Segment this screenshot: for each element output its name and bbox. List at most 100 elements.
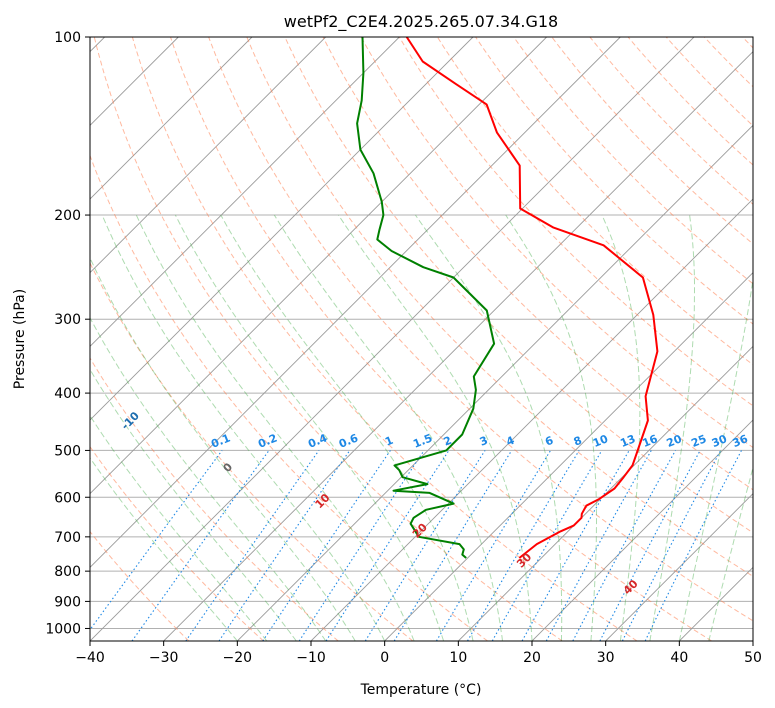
moist-adiabat <box>90 414 268 641</box>
moist-adiabat-lines <box>90 214 753 641</box>
moist-adiabat <box>273 214 503 641</box>
isotherm-line <box>90 37 695 641</box>
moist-adiabat <box>337 214 533 641</box>
x-tick-label: 30 <box>597 650 615 666</box>
y-tick-label: 700 <box>54 530 81 546</box>
mixing-ratio-line <box>325 450 450 641</box>
isotherm-line <box>90 37 621 568</box>
moist-adiabat <box>220 214 474 641</box>
dry-adiabat <box>208 37 753 622</box>
x-tick-label: −20 <box>223 650 253 666</box>
mixing-ratio-label: 30 <box>710 432 729 450</box>
mixing-ratio-line <box>621 450 722 641</box>
x-tick-label: 50 <box>744 650 762 666</box>
mixing-ratio-label: 2 <box>442 434 454 449</box>
x-tick-label: −40 <box>75 650 105 666</box>
dry-adiabat-label: -10 <box>119 409 142 432</box>
mixing-ratio-label: 1 <box>383 434 395 449</box>
dry-adiabat-lines <box>90 37 753 641</box>
dry-adiabat <box>665 37 753 127</box>
dry-adiabat <box>90 530 190 641</box>
y-tick-label: 500 <box>54 443 81 459</box>
mixing-ratio-line <box>572 450 676 641</box>
mixing-ratio-label: 0.4 <box>306 431 329 450</box>
isotherm-line <box>531 419 753 641</box>
y-axis-label: Pressure (hPa) <box>12 289 28 389</box>
dry-adiabat <box>360 37 753 449</box>
plot-frame <box>89 36 754 642</box>
dry-adiabat-label: 0 <box>221 460 236 475</box>
mixing-ratio-label: 25 <box>689 432 708 450</box>
moist-adiabat <box>649 214 695 641</box>
mixing-ratio-line <box>644 450 742 641</box>
x-tick-label: −10 <box>296 650 326 666</box>
mixing-ratio-line <box>218 450 351 641</box>
mixing-ratio-label: 16 <box>640 432 659 450</box>
moist-adiabat <box>174 214 445 641</box>
dry-adiabat <box>90 261 414 641</box>
moist-adiabat <box>678 276 753 641</box>
dry-adiabat <box>90 445 264 641</box>
x-tick-label: 10 <box>449 650 467 666</box>
moist-adiabat <box>90 316 327 641</box>
mixing-ratio-line <box>185 450 320 641</box>
isotherm-line <box>752 640 753 641</box>
isotherm-line <box>679 566 753 641</box>
dry-adiabat <box>513 37 753 285</box>
y-tick-label: 1000 <box>45 621 81 637</box>
pressure-gridlines <box>90 37 753 629</box>
mixing-ratio-line <box>467 450 580 641</box>
moist-adiabat <box>601 214 641 641</box>
moist-adiabat <box>90 368 297 641</box>
y-tick-label: 100 <box>54 30 81 46</box>
chart-title: wetPf2_C2E4.2025.265.07.34.G18 <box>284 12 558 32</box>
isotherm-line <box>163 51 753 641</box>
isotherm-line <box>384 272 753 641</box>
x-tick-label: 20 <box>523 650 541 666</box>
temperature-profile-line <box>405 37 659 559</box>
mixing-ratio-label: 8 <box>572 434 584 449</box>
plot-area: 0.10.20.40.611.52346810131620253036-100-… <box>90 37 753 641</box>
dry-adiabat <box>551 37 753 245</box>
moist-adiabat <box>90 256 356 641</box>
dry-adiabat <box>246 37 753 577</box>
mixing-ratio-line <box>131 450 270 641</box>
mixing-ratio-label: 0.1 <box>209 431 232 450</box>
y-tick-label: 600 <box>54 490 81 506</box>
isotherm-line <box>90 37 474 421</box>
y-tick-label: 200 <box>54 208 81 224</box>
isotherm-line <box>90 37 253 200</box>
y-tick-label: 800 <box>54 564 81 580</box>
x-tick-label: 40 <box>670 650 688 666</box>
dry-adiabat <box>131 37 638 641</box>
isotherm-line <box>310 198 753 641</box>
dry-adiabat <box>627 37 753 166</box>
dry-adiabat <box>742 37 753 49</box>
moist-adiabat <box>101 214 386 641</box>
x-tick-label: 0 <box>380 650 389 666</box>
dry-adiabat <box>90 357 339 641</box>
dry-adiabat <box>170 37 712 641</box>
dry-adiabat <box>322 37 753 491</box>
isotherm-line <box>605 493 753 641</box>
isotherm-lines <box>90 37 753 641</box>
mixing-ratio-line <box>298 450 425 641</box>
x-axis-ticks: −40 −30 −20 −10 0 10 20 30 40 50 <box>75 641 762 666</box>
dewpoint-profile-line <box>356 37 496 559</box>
dry-adiabat <box>90 154 488 641</box>
isotherm-line <box>458 345 753 641</box>
mixing-ratio-label: 6 <box>543 434 555 449</box>
y-axis-ticks: 100 200 300 400 500 600 700 800 900 1000 <box>45 30 90 637</box>
mixing-ratio-label: 3 <box>478 434 490 449</box>
mixing-ratio-line <box>393 450 513 641</box>
mixing-ratio-lines <box>90 450 742 641</box>
dry-adiabat <box>284 37 753 534</box>
moist-adiabat <box>90 457 238 641</box>
isotherm-line <box>90 37 547 495</box>
moist-adiabat <box>135 214 415 641</box>
mixing-ratio-label: 10 <box>591 432 610 450</box>
mixing-ratio-line <box>90 450 223 631</box>
dry-adiabat <box>475 37 753 325</box>
mixing-ratio-label: 36 <box>731 432 750 450</box>
dry-adiabat <box>703 37 753 88</box>
